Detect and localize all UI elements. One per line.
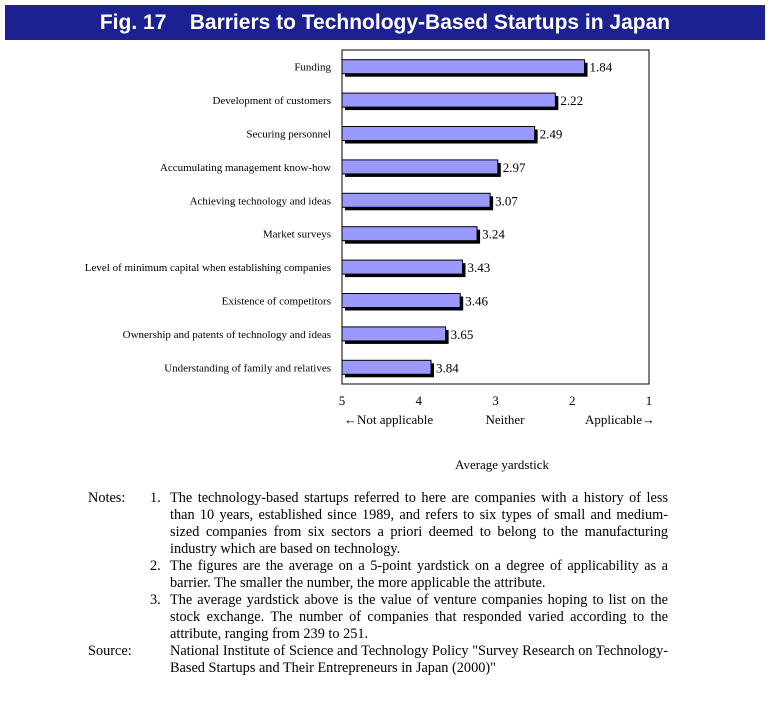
value-label: 3.65 xyxy=(451,327,474,342)
value-labels: 1.84 2.22 2.49 2.97 3.07 3.24 3.43 3.46 3.65 3.84 xyxy=(436,60,613,376)
notes-block: Notes: 1. The technology-based startups … xyxy=(88,490,668,677)
note-number: 1. xyxy=(150,490,161,506)
value-label: 2.49 xyxy=(540,127,563,142)
value-label: 3.24 xyxy=(482,227,505,242)
note-1: Notes: 1. The technology-based startups … xyxy=(88,490,668,558)
category-labels: Funding Development of customers Securing … xyxy=(85,62,332,375)
category-label: Understanding of family and relatives xyxy=(164,362,331,374)
note-3: 3. The average yardstick above is the va… xyxy=(88,592,668,643)
category-label: Funding xyxy=(294,62,331,74)
x-tick-label: 2 xyxy=(569,393,576,408)
bar xyxy=(341,192,491,208)
bar xyxy=(341,259,463,275)
bar xyxy=(341,126,536,141)
source-text: National Institute of Science and Techno… xyxy=(170,643,668,676)
plot-area-frame xyxy=(341,49,650,385)
x-tick-label: 5 xyxy=(339,393,346,408)
x-tick-label: 3 xyxy=(492,393,499,408)
bar xyxy=(341,92,556,108)
axis-annotation-left: ←Not applicable xyxy=(344,412,433,427)
category-label: Existence of competitors xyxy=(222,296,331,308)
x-tick-label: 1 xyxy=(646,393,653,408)
category-label: Development of customers xyxy=(212,95,331,107)
source-row: Source: National Institute of Science an… xyxy=(88,643,668,677)
note-2: 2. The figures are the average on a 5-po… xyxy=(88,558,668,592)
category-label: Level of minimum capital when establishi… xyxy=(85,262,331,274)
value-label: 2.97 xyxy=(503,160,526,175)
bars-group xyxy=(341,59,588,378)
note-text: The technology-based startups referred t… xyxy=(170,490,668,557)
figure-title-text: Barriers to Technology-Based Startups in… xyxy=(189,11,671,34)
figure-number: Fig. 17 xyxy=(99,11,167,34)
category-label: Market surveys xyxy=(263,229,331,241)
value-label: 3.07 xyxy=(495,193,518,208)
note-number: 2. xyxy=(150,558,161,574)
value-label: 3.84 xyxy=(436,360,459,375)
axis-annotation-middle: Neither xyxy=(486,412,526,427)
value-label: 3.43 xyxy=(467,260,490,275)
source-heading: Source: xyxy=(88,643,132,659)
note-number: 3. xyxy=(150,592,161,608)
axis-annotation-right: Applicable→ xyxy=(585,412,655,427)
category-label: Securing personnel xyxy=(246,129,331,141)
category-label: Ownership and patents of technology and … xyxy=(123,329,331,341)
category-label: Achieving technology and ideas xyxy=(190,195,331,207)
figure-title: Fig. 17 Barriers to Technology-Based Sta… xyxy=(5,5,765,40)
bar xyxy=(341,159,499,175)
value-label: 2.22 xyxy=(560,93,583,108)
bar xyxy=(341,326,447,342)
category-label: Accumulating management know-how xyxy=(160,162,331,174)
x-tick-labels: 5 4 3 2 1 xyxy=(339,393,653,408)
note-text: The figures are the average on a 5-point… xyxy=(170,558,668,591)
bar-chart: Funding Development of customers Securing … xyxy=(85,49,655,472)
bar xyxy=(341,59,586,75)
x-tick-label: 4 xyxy=(416,393,423,408)
value-label: 1.84 xyxy=(590,60,613,75)
notes-heading: Notes: xyxy=(88,490,126,506)
value-label: 3.46 xyxy=(465,294,488,309)
bar xyxy=(341,359,432,375)
bar xyxy=(341,293,461,308)
note-text: The average yardstick above is the value… xyxy=(170,592,668,642)
x-axis-title: Average yardstick xyxy=(455,457,549,472)
bar xyxy=(341,226,478,242)
